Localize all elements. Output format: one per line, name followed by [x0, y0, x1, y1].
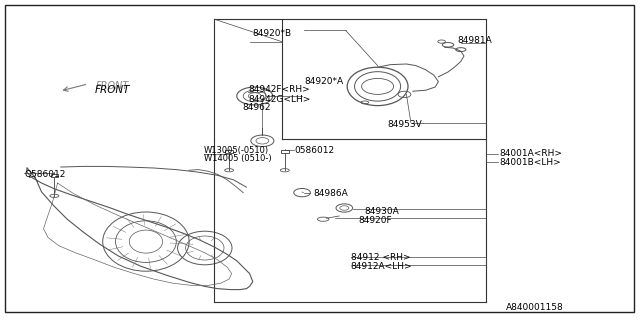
Text: 84920F: 84920F: [358, 216, 392, 225]
Text: A840001158: A840001158: [506, 303, 563, 312]
Text: 84912 <RH>: 84912 <RH>: [351, 253, 410, 262]
Text: 84930A: 84930A: [365, 207, 399, 216]
Text: 0586012: 0586012: [294, 146, 335, 155]
Text: W13005(-0510): W13005(-0510): [204, 146, 269, 155]
Text: 84953V: 84953V: [387, 120, 422, 129]
Text: Q586012: Q586012: [24, 170, 66, 179]
Text: 84981A: 84981A: [458, 36, 492, 44]
Text: FRONT: FRONT: [95, 84, 130, 95]
Bar: [281, 150, 289, 153]
Text: 84001A<RH>: 84001A<RH>: [499, 149, 562, 158]
Text: 84001B<LH>: 84001B<LH>: [499, 158, 561, 167]
Text: 84942G<LH>: 84942G<LH>: [248, 95, 310, 104]
Text: 84962: 84962: [242, 103, 271, 112]
Bar: [225, 150, 233, 153]
Text: W14005 (0510-): W14005 (0510-): [204, 154, 271, 163]
Text: 84920*A: 84920*A: [304, 77, 343, 86]
Bar: [51, 174, 58, 177]
Text: 84986A: 84986A: [314, 189, 348, 198]
Text: 84942F<RH>: 84942F<RH>: [248, 85, 310, 94]
Text: 84912A<LH>: 84912A<LH>: [351, 262, 412, 271]
Text: 84920*B: 84920*B: [253, 29, 292, 38]
Text: FRONT: FRONT: [96, 81, 129, 91]
